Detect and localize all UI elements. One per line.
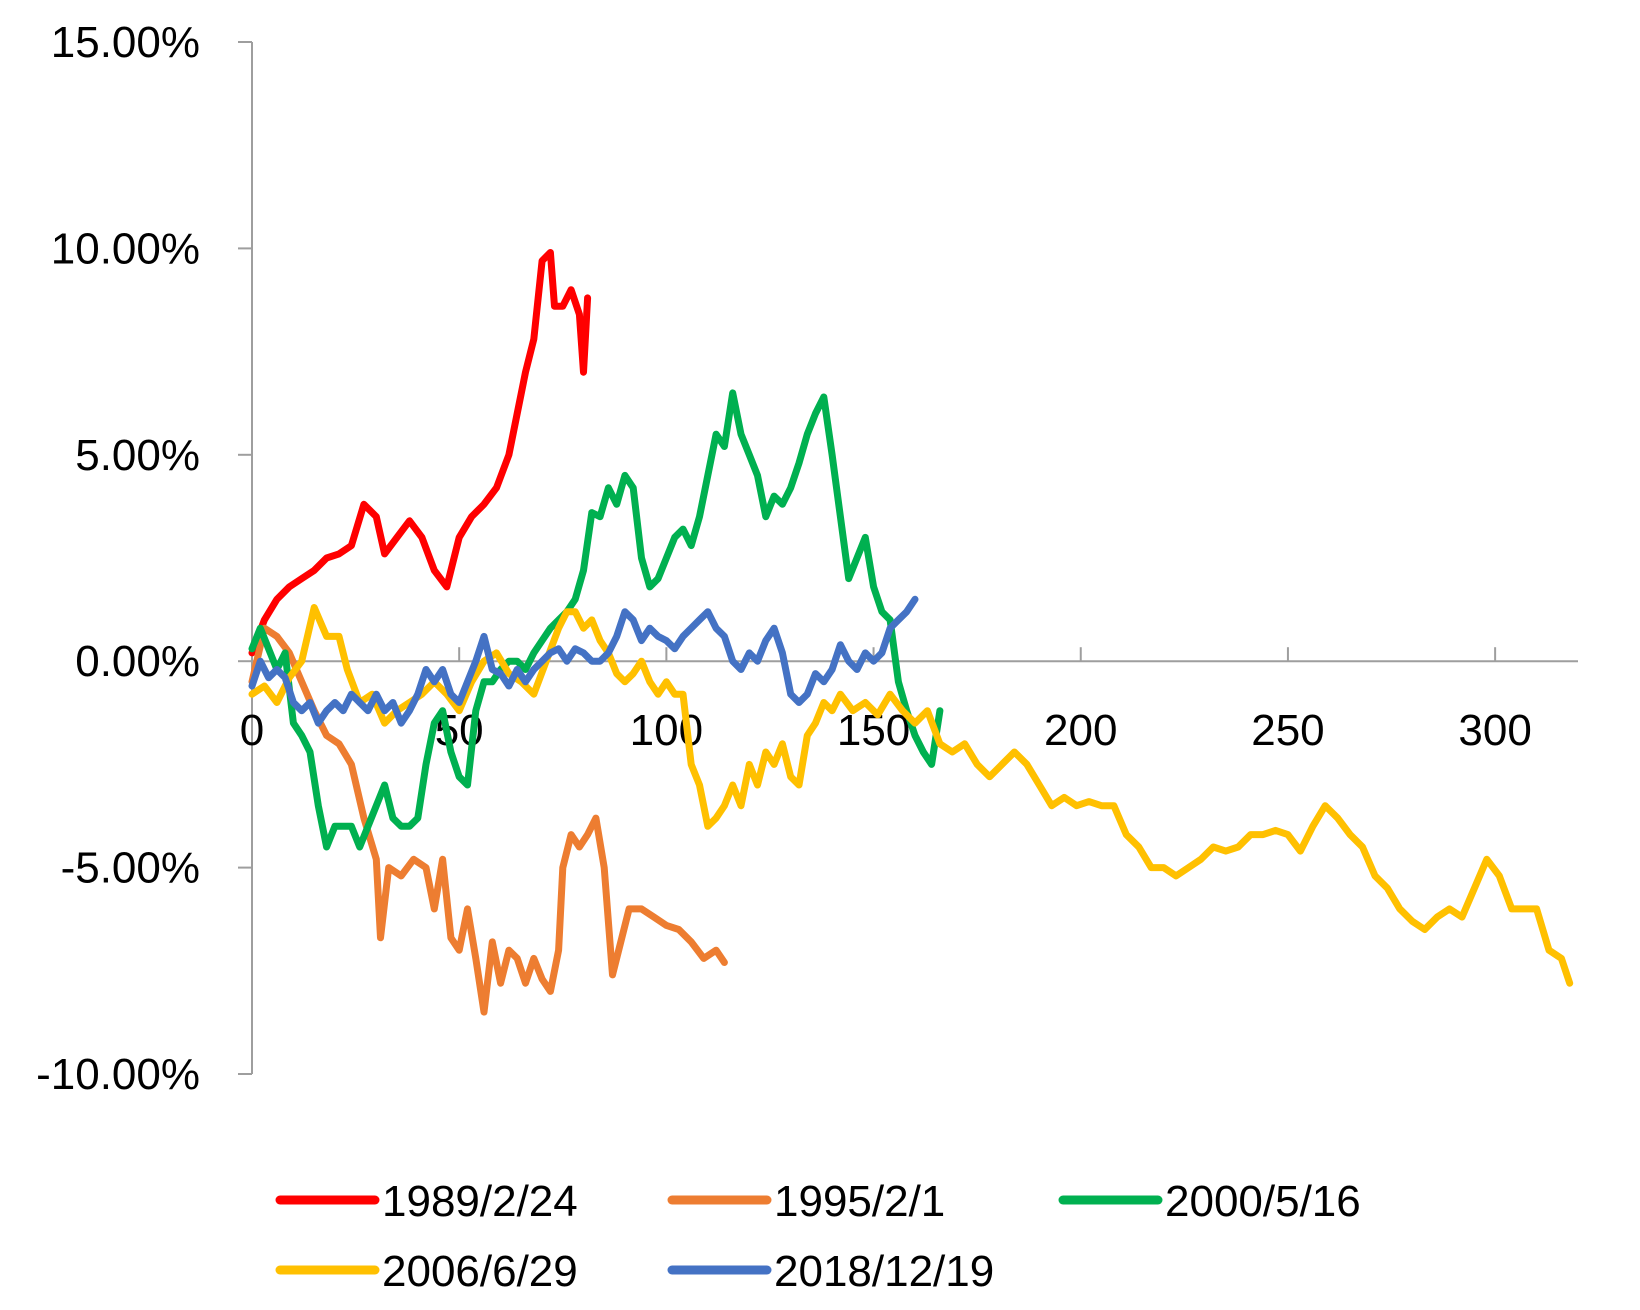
series-line-2018-12-19 — [248, 595, 919, 727]
legend-label: 2018/12/19 — [774, 1247, 994, 1296]
legend-label: 2006/6/29 — [382, 1247, 578, 1296]
y-tick-label: 5.00% — [75, 431, 200, 480]
y-tick-label: -10.00% — [36, 1050, 200, 1099]
y-tick-label: 15.00% — [51, 18, 200, 67]
y-axis-ticks: 15.00% 10.00% 5.00% 0.00% -5.00% -10.00% — [36, 18, 252, 1099]
series-lines — [248, 249, 1574, 1016]
y-tick-label: -5.00% — [61, 844, 200, 893]
x-tick-label: 0 — [240, 706, 264, 755]
x-tick-label: 250 — [1251, 706, 1324, 755]
y-tick-label: 10.00% — [51, 224, 200, 273]
legend-label: 1995/2/1 — [774, 1177, 945, 1226]
legend-label: 2000/5/16 — [1165, 1177, 1361, 1226]
legend-label: 1989/2/24 — [382, 1177, 578, 1226]
legend: 1989/2/24 1995/2/1 2000/5/16 2006/6/29 2018/… — [275, 1177, 1361, 1296]
y-tick-label: 0.00% — [75, 637, 200, 686]
x-axis-ticks: 0 50 100 150 200 250 300 — [240, 647, 1532, 755]
x-tick-label: 200 — [1044, 706, 1117, 755]
series-line-2000-5-16 — [248, 389, 944, 851]
series-line-1989-2-24 — [248, 249, 592, 657]
series-line-1995-2-1 — [248, 624, 728, 1016]
x-tick-label: 300 — [1458, 706, 1531, 755]
